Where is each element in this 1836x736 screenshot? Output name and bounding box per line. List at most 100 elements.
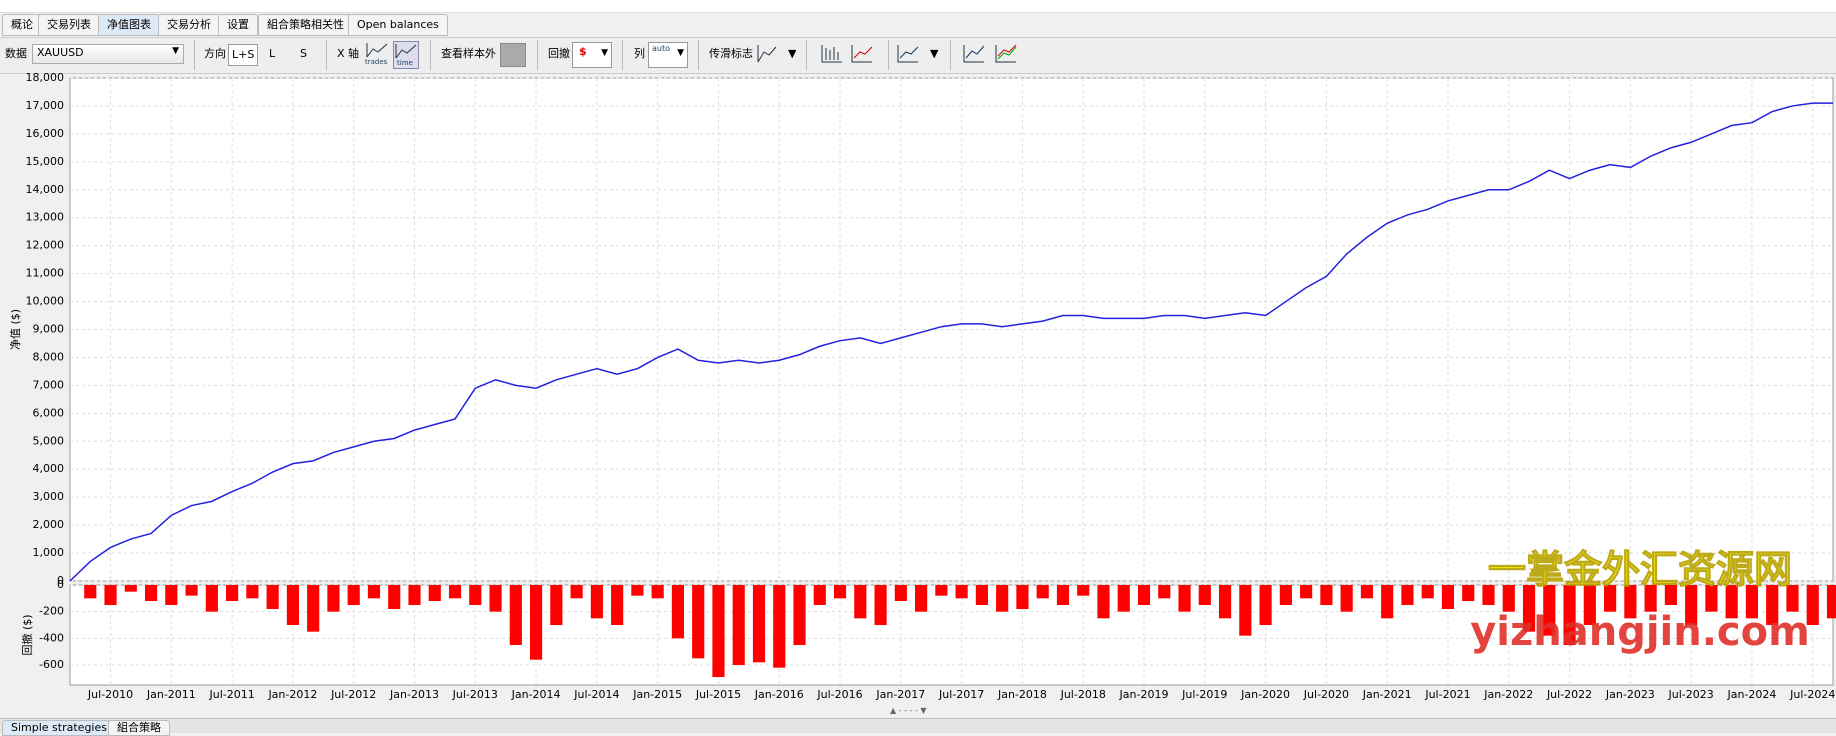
icon-button[interactable]: trades bbox=[365, 41, 389, 67]
symbol-select[interactable]: XAUUSD ▼ bbox=[32, 44, 184, 64]
drawdown-bar bbox=[1381, 585, 1394, 619]
dropdown-button[interactable]: $ ▼ bbox=[572, 42, 612, 68]
icon-button[interactable]: ▼ bbox=[896, 42, 940, 66]
bottom-tab[interactable]: 組合策略 bbox=[108, 720, 170, 736]
y-tick-label: 10,000 bbox=[26, 295, 65, 308]
drawdown-bar bbox=[1441, 585, 1455, 609]
x-tick-label: Jan-2022 bbox=[1483, 688, 1533, 701]
drawdown-bar bbox=[1178, 585, 1191, 612]
label: 方向 bbox=[204, 47, 226, 60]
icon-buttons[interactable] bbox=[962, 42, 1022, 66]
tab[interactable]: 净值图表 bbox=[98, 14, 160, 36]
x-tick-label: Jul-2017 bbox=[938, 688, 984, 701]
plot-area bbox=[69, 77, 1834, 582]
y2-tick-label: 0 bbox=[57, 578, 64, 591]
drawdown-bar bbox=[428, 585, 441, 601]
separator bbox=[622, 40, 623, 70]
drawdown-bar bbox=[1077, 585, 1090, 596]
toggle-button[interactable]: L bbox=[269, 47, 276, 60]
drawdown-bar bbox=[1563, 585, 1576, 645]
drawdown-bar bbox=[1016, 585, 1029, 609]
dropdown-button[interactable]: auto ▼ bbox=[648, 42, 688, 68]
drawdown-bar bbox=[874, 585, 887, 625]
drawdown-bar bbox=[1056, 585, 1070, 605]
toggle-button[interactable]: L+S bbox=[228, 44, 259, 66]
drawdown-bar bbox=[651, 585, 664, 599]
x-tick-label: Jan-2019 bbox=[1119, 688, 1169, 701]
x-tick-label: Jul-2019 bbox=[1181, 688, 1227, 701]
drawdown-bar bbox=[347, 585, 360, 605]
drawdown-bar bbox=[185, 585, 198, 596]
drawdown-bar bbox=[550, 585, 563, 625]
drawdown-bar bbox=[1705, 585, 1718, 612]
y-tick-label: 13,000 bbox=[26, 211, 65, 224]
tab[interactable]: 交易分析 bbox=[158, 14, 220, 36]
y-tick-label: 16,000 bbox=[26, 127, 65, 140]
x-tick-label: Jul-2024 bbox=[1789, 688, 1835, 701]
x-tick-label: Jul-2012 bbox=[330, 688, 376, 701]
drawdown-bar bbox=[1644, 585, 1657, 612]
splitter[interactable]: ▲ - - - - ▼ bbox=[890, 706, 927, 715]
drawdown-bar bbox=[975, 585, 988, 605]
x-tick-label: Jul-2010 bbox=[87, 688, 133, 701]
x-tick-label: Jul-2020 bbox=[1303, 688, 1349, 701]
icon: $ bbox=[579, 45, 587, 58]
icon-button[interactable]: time bbox=[393, 41, 419, 69]
drawdown-bar bbox=[1360, 585, 1373, 599]
drawdown-bar bbox=[793, 585, 806, 645]
x-tick-label: Jul-2014 bbox=[573, 688, 619, 701]
icon: ▼ bbox=[757, 45, 797, 63]
drawdown-bar bbox=[631, 585, 644, 596]
drawdown-bar bbox=[1745, 585, 1759, 619]
drawdown-bar bbox=[388, 585, 401, 609]
y-tick-label: 11,000 bbox=[26, 267, 65, 280]
dropdown-button[interactable]: ▼ bbox=[756, 42, 797, 66]
drawdown-bar bbox=[570, 585, 583, 599]
drawdown-bar bbox=[408, 585, 421, 605]
tab[interactable]: 組合策略相关性 bbox=[258, 14, 353, 36]
toggle-button[interactable] bbox=[500, 43, 526, 67]
drawdown-bar bbox=[1158, 585, 1171, 599]
icon-caption: trades bbox=[365, 58, 388, 66]
drawdown-bar bbox=[367, 585, 381, 599]
tab[interactable]: 概论 bbox=[2, 14, 42, 36]
drawdown-bar bbox=[165, 585, 178, 605]
drawdown-bar bbox=[1320, 585, 1333, 605]
drawdown-bar bbox=[1259, 585, 1272, 625]
drawdown-bar bbox=[712, 585, 725, 677]
y-tick-label: 3,000 bbox=[33, 490, 65, 503]
separator bbox=[430, 40, 431, 70]
drawdown-bar bbox=[671, 585, 685, 639]
toggle-button[interactable]: S bbox=[300, 47, 307, 60]
tab[interactable]: 设置 bbox=[218, 14, 258, 36]
drawdown-bar bbox=[1482, 585, 1495, 605]
x-tick-label: Jan-2013 bbox=[389, 688, 439, 701]
y-tick-label: 4,000 bbox=[33, 462, 65, 475]
x-tick-label: Jan-2017 bbox=[875, 688, 925, 701]
drawdown-bar bbox=[1279, 585, 1292, 605]
tab[interactable]: Open balances bbox=[348, 14, 448, 36]
x-tick-label: Jan-2020 bbox=[1240, 688, 1290, 701]
tab[interactable]: 交易列表 bbox=[38, 14, 100, 36]
y2-axis-label: 回撤 ($) bbox=[20, 614, 34, 655]
label: 回撤 bbox=[548, 47, 570, 60]
svg-text:▼: ▼ bbox=[788, 47, 796, 60]
x-tick-label: Jan-2021 bbox=[1362, 688, 1412, 701]
drawdown-bar bbox=[1401, 585, 1414, 605]
drawdown-bar bbox=[935, 585, 948, 596]
y-tick-label: 2,000 bbox=[33, 518, 65, 531]
x-tick-label: Jul-2016 bbox=[816, 688, 862, 701]
icon-buttons[interactable] bbox=[820, 42, 880, 66]
drawdown-bar bbox=[1664, 585, 1677, 605]
drawdown-bar bbox=[773, 585, 786, 668]
drawdown-bar bbox=[996, 585, 1009, 612]
drawdown-bar bbox=[1137, 585, 1151, 605]
bottom-tab[interactable]: Simple strategies bbox=[2, 720, 116, 736]
y2-tick-label: -400 bbox=[39, 631, 64, 644]
x-tick-label: Jul-2018 bbox=[1060, 688, 1106, 701]
y-tick-label: 15,000 bbox=[26, 155, 65, 168]
chart: 0 1,000 2,000 3,000 4,000 5,000 6,000 7,000 8,00… bbox=[8, 72, 1836, 701]
drawdown-bar bbox=[1300, 585, 1313, 599]
x-tick-label: Jan-2016 bbox=[754, 688, 804, 701]
y-tick-label: 7,000 bbox=[33, 378, 65, 391]
